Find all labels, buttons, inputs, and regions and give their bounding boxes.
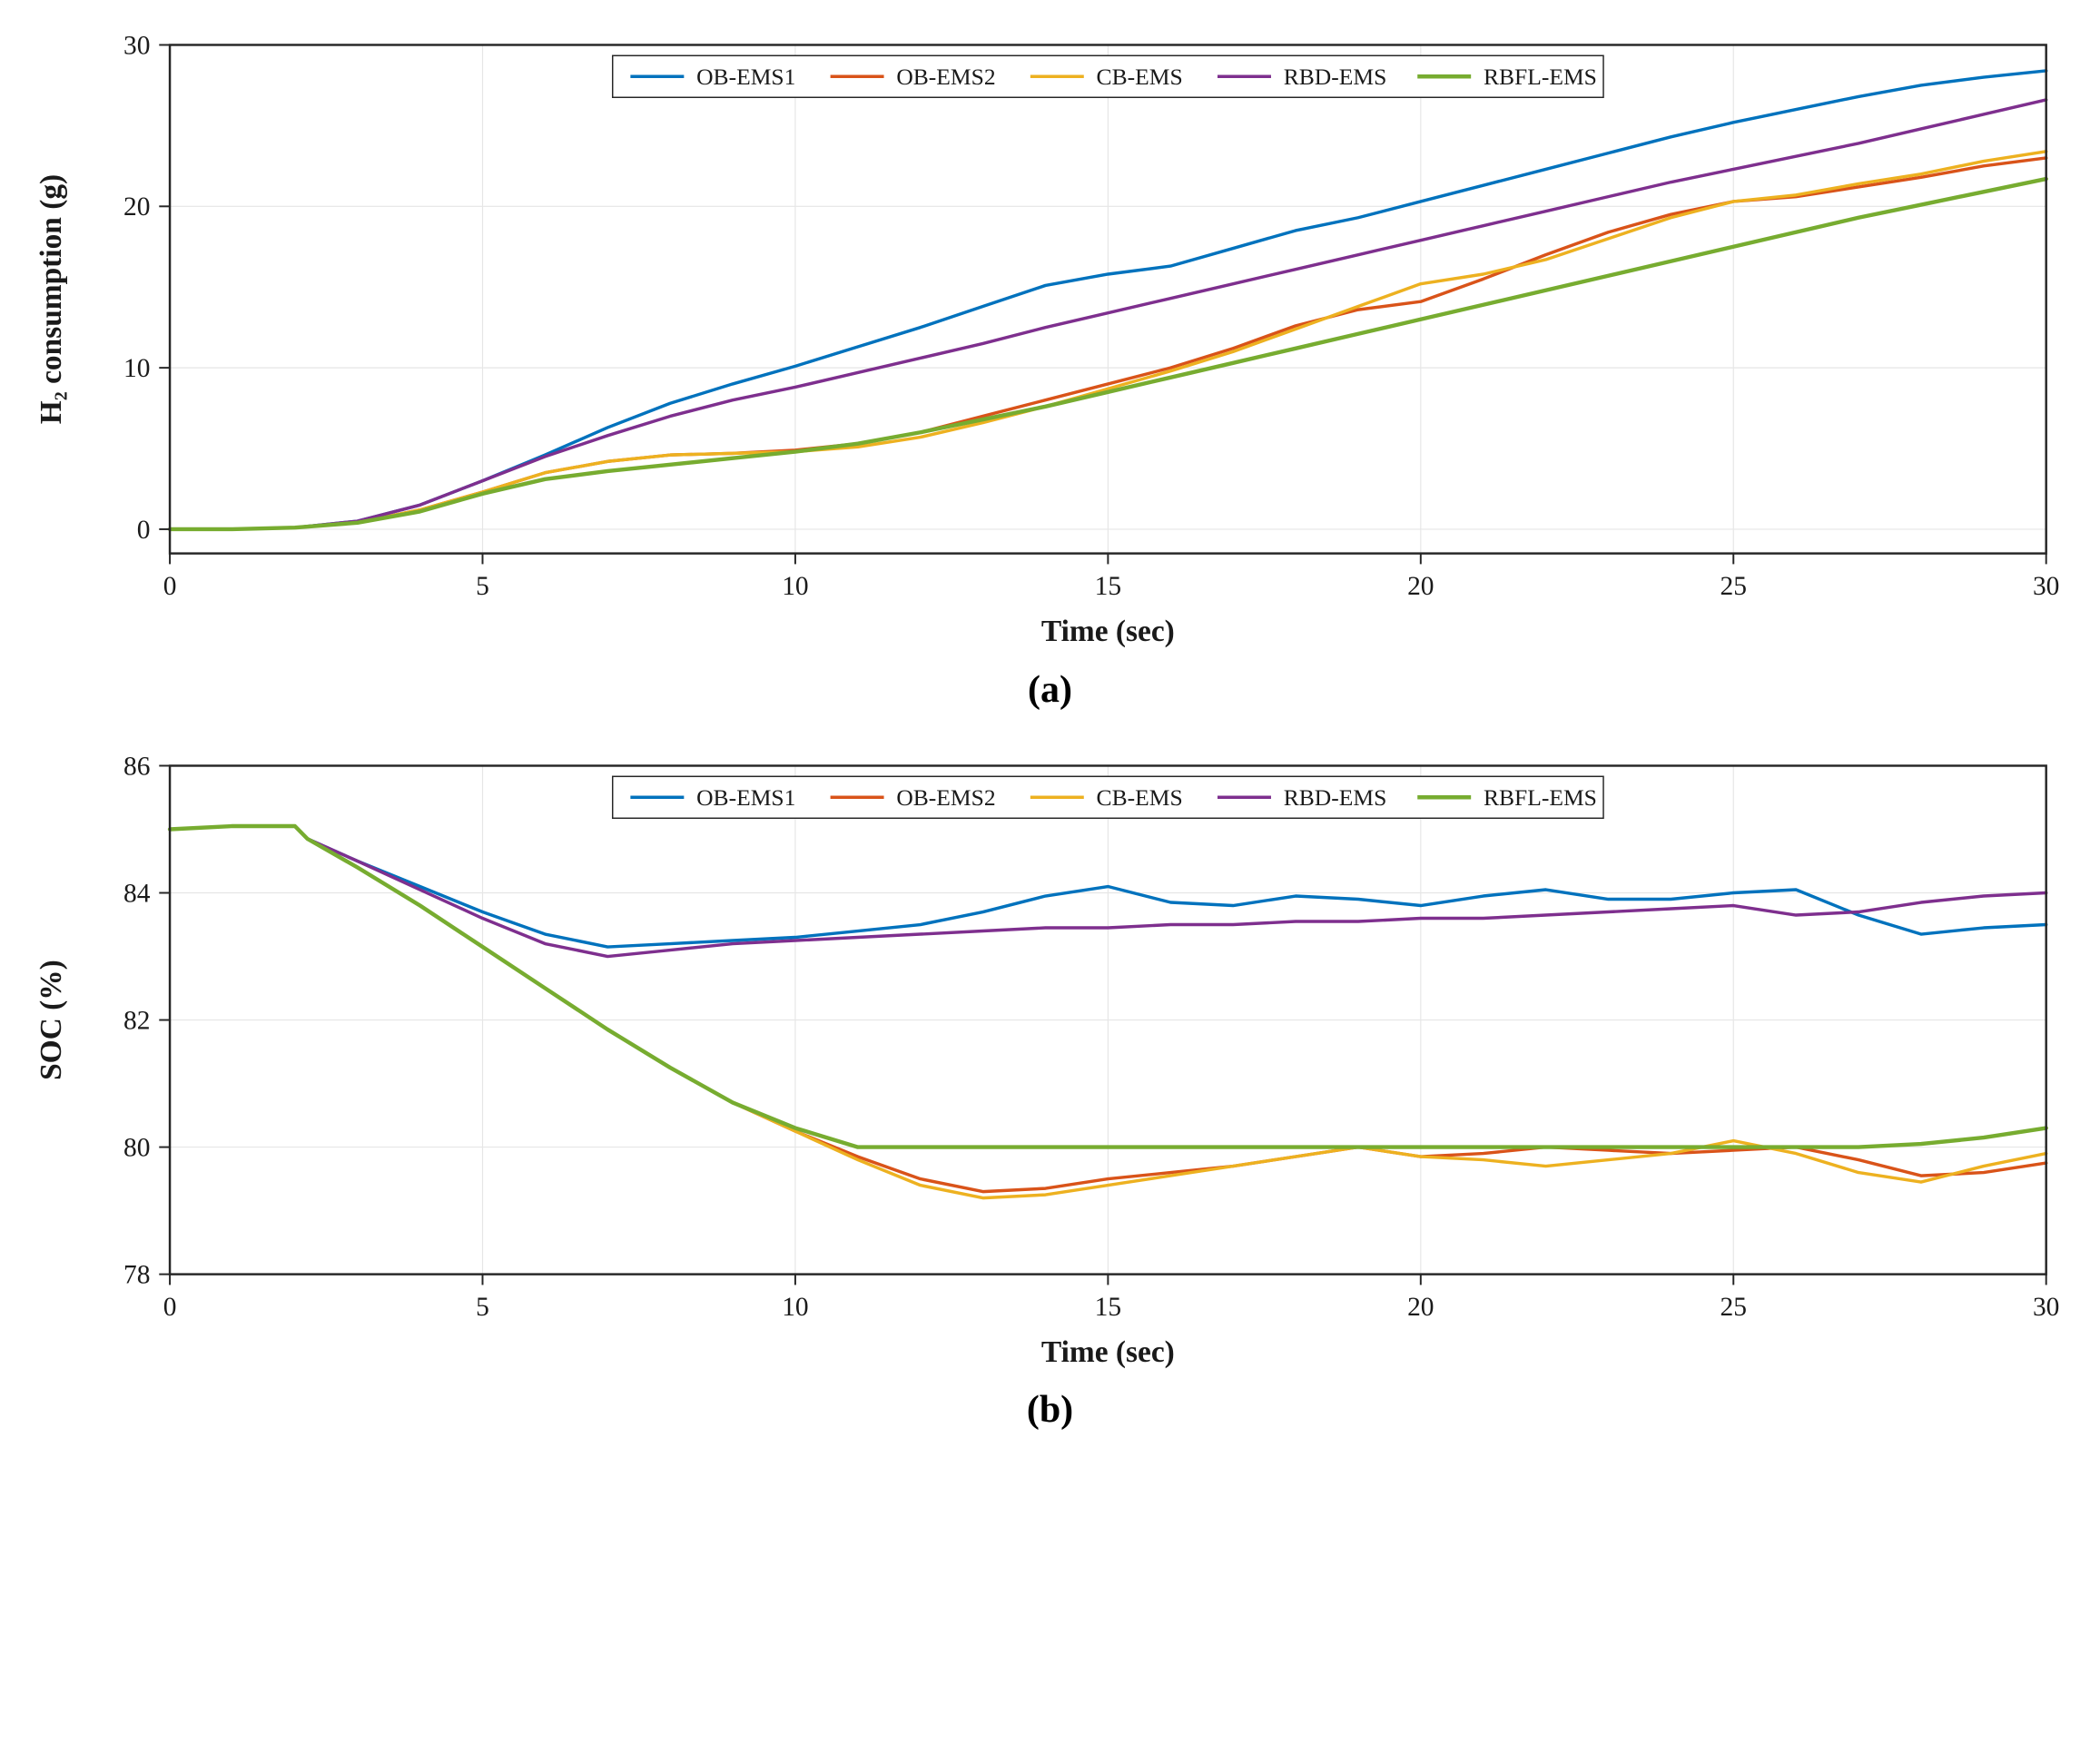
xtick-label: 30 xyxy=(2033,572,2059,601)
chart-a-svg: 0 5 10 15 20 25 30 0 10 20 30 Time (sec) H₂ consumpt… xyxy=(18,18,2082,661)
subplot-b-label: (b) xyxy=(18,1388,2082,1432)
legend-label: CB-EMS xyxy=(1097,64,1183,90)
xtick-label: 30 xyxy=(2033,1292,2059,1321)
legend-label: RBD-EMS xyxy=(1284,784,1387,811)
ytick-label: 80 xyxy=(123,1133,150,1162)
ytick-label: 0 xyxy=(137,516,151,545)
legend-label: OB-EMS1 xyxy=(696,784,795,811)
ytick-label: 20 xyxy=(123,192,150,222)
y-axis-label: H₂ consumption (g) xyxy=(35,174,68,424)
xtick-label: 15 xyxy=(1095,1292,1121,1321)
xtick-label: 25 xyxy=(1720,572,1747,601)
subplot-b: 0 5 10 15 20 25 30 78 80 82 84 86 Time (sec) SOC (%) O… xyxy=(18,739,2082,1433)
subplot-a-label: (a) xyxy=(18,668,2082,712)
legend-label: OB-EMS2 xyxy=(896,64,995,90)
subplot-a: 0 5 10 15 20 25 30 0 10 20 30 Time (sec) H₂ consumpt… xyxy=(18,18,2082,712)
legend-label: OB-EMS2 xyxy=(896,784,995,811)
legend-label: RBFL-EMS xyxy=(1484,64,1597,90)
ytick-label: 82 xyxy=(123,1006,150,1035)
legend-label: RBD-EMS xyxy=(1284,64,1387,90)
xtick-label: 20 xyxy=(1407,1292,1434,1321)
legend-label: OB-EMS1 xyxy=(696,64,795,90)
legend-label: CB-EMS xyxy=(1097,784,1183,811)
xtick-label: 10 xyxy=(782,572,808,601)
y-axis-label: SOC (%) xyxy=(35,960,68,1080)
xtick-label: 0 xyxy=(163,1292,177,1321)
x-axis-label: Time (sec) xyxy=(1041,615,1175,648)
xtick-label: 15 xyxy=(1095,572,1121,601)
legend-label: RBFL-EMS xyxy=(1484,784,1597,811)
ytick-label: 86 xyxy=(123,752,150,781)
xtick-label: 20 xyxy=(1407,572,1434,601)
xtick-label: 10 xyxy=(782,1292,808,1321)
x-axis-label: Time (sec) xyxy=(1041,1334,1175,1368)
xtick-label: 5 xyxy=(476,1292,489,1321)
ytick-label: 30 xyxy=(123,31,150,60)
xtick-label: 0 xyxy=(163,572,177,601)
xtick-label: 25 xyxy=(1720,1292,1747,1321)
ytick-label: 84 xyxy=(123,879,151,908)
ytick-label: 78 xyxy=(123,1260,150,1289)
xtick-label: 5 xyxy=(476,572,489,601)
chart-b-svg: 0 5 10 15 20 25 30 78 80 82 84 86 Time (sec) SOC (%) O… xyxy=(18,739,2082,1382)
figure-container: 0 5 10 15 20 25 30 0 10 20 30 Time (sec) H₂ consumpt… xyxy=(18,18,2082,1432)
ytick-label: 10 xyxy=(123,354,150,383)
